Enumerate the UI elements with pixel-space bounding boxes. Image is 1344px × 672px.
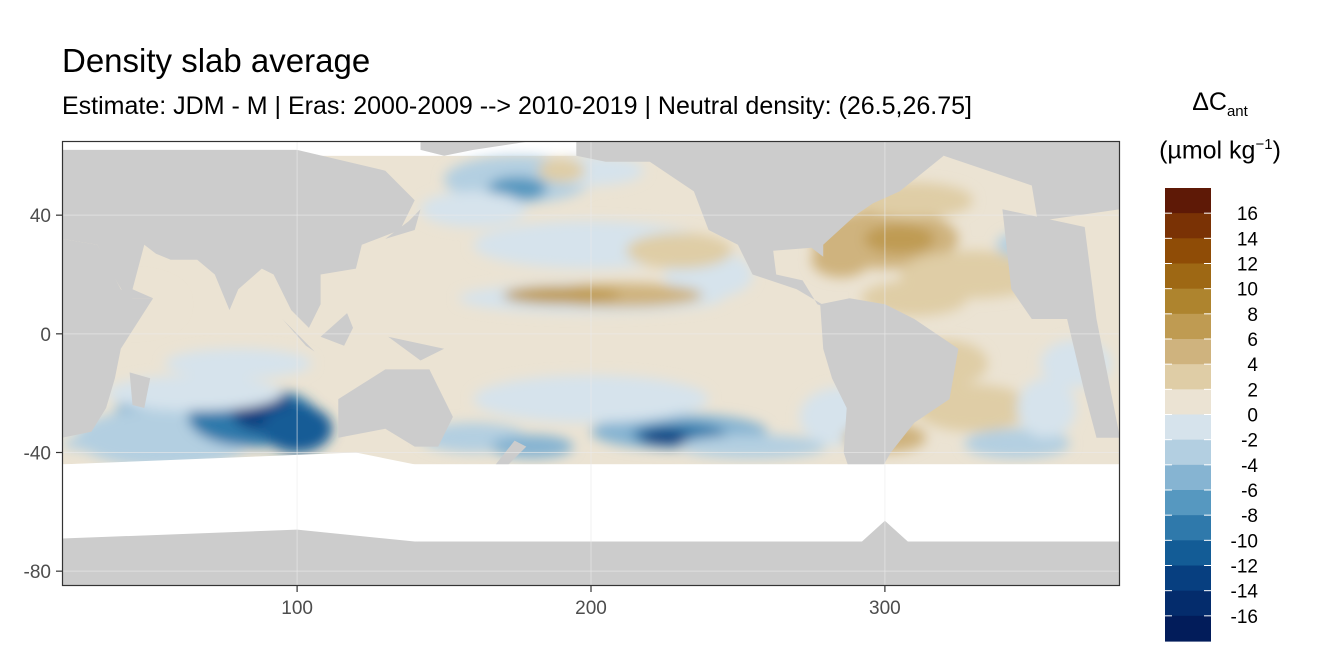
land-mass xyxy=(62,149,415,328)
map-panel xyxy=(62,141,1120,586)
legend-title-main: ΔC xyxy=(1192,88,1227,116)
panel-border xyxy=(61,140,1121,587)
legend-label: 8 xyxy=(1247,305,1258,326)
field-patch xyxy=(679,434,827,459)
legend-swatch xyxy=(1165,464,1211,491)
x-tick-label: 100 xyxy=(281,598,313,619)
legend-label: -10 xyxy=(1231,531,1258,552)
legend-title: ΔCant xyxy=(1150,88,1290,120)
land-mass xyxy=(820,298,959,489)
legend-swatch xyxy=(1165,515,1211,541)
legend-label: 14 xyxy=(1237,229,1259,250)
land-mass xyxy=(491,440,527,471)
field-patch xyxy=(420,191,527,228)
legend-swatch xyxy=(1165,188,1211,214)
legend-swatch xyxy=(1165,263,1211,290)
y-tick-label: 0 xyxy=(40,325,51,346)
y-tick-label: -80 xyxy=(24,562,51,583)
legend-label: -16 xyxy=(1231,607,1258,628)
legend-swatch xyxy=(1165,213,1211,239)
land-mass xyxy=(282,319,315,352)
legend-unit-main: (µmol kg xyxy=(1159,136,1256,165)
legend-unit-close: ) xyxy=(1272,136,1281,165)
legend-label: 6 xyxy=(1247,330,1258,351)
legend-label: -4 xyxy=(1241,456,1258,477)
legend-label: 10 xyxy=(1237,280,1258,301)
land-mass xyxy=(1002,209,1120,438)
legend-label: -2 xyxy=(1241,431,1258,452)
land-mass xyxy=(338,369,453,447)
color-legend: 16 14 12 10 8 6 4 2 0 -2 -4 -6 -8 -10 -12 -14 -16 xyxy=(1165,188,1258,642)
legend-swatch xyxy=(1165,313,1211,340)
land-mass xyxy=(385,209,421,239)
legend-label: 0 xyxy=(1247,406,1258,427)
legend-swatch xyxy=(1165,238,1211,265)
field-patch xyxy=(502,286,621,305)
field-patch xyxy=(164,348,312,379)
legend-swatch xyxy=(1165,540,1211,567)
land-mass xyxy=(320,313,353,346)
field-patch xyxy=(1017,378,1076,438)
legend-swatch xyxy=(1165,565,1211,592)
legend-swatch xyxy=(1165,288,1211,315)
legend-swatch xyxy=(1165,490,1211,516)
chart-title: Density slab average xyxy=(62,42,371,79)
x-tick-label: 200 xyxy=(575,598,607,619)
legend-swatch xyxy=(1165,414,1211,441)
land-mass xyxy=(388,336,445,361)
legend-swatch xyxy=(1165,615,1211,642)
legend-title-subscript: ant xyxy=(1226,103,1248,120)
land-mass xyxy=(576,141,1120,311)
field-patch xyxy=(640,430,688,446)
y-tick-label: -40 xyxy=(24,444,51,465)
legend-label: 4 xyxy=(1247,355,1258,376)
field-patch xyxy=(62,434,180,453)
chart-subtitle: Estimate: JDM - M | Eras: 2000-2009 --> … xyxy=(62,92,972,120)
y-tick-label: 40 xyxy=(30,206,51,227)
legend-label: -6 xyxy=(1241,481,1258,502)
nodata-edge xyxy=(62,452,1120,471)
legend-unit-superscript: −1 xyxy=(1255,136,1273,153)
legend-label: -14 xyxy=(1231,582,1259,603)
legend-label: 12 xyxy=(1237,255,1258,276)
field-patch xyxy=(864,224,935,254)
legend-label: 2 xyxy=(1247,380,1258,401)
legend-swatch xyxy=(1165,439,1211,466)
land-mass xyxy=(62,141,533,156)
field-patch xyxy=(538,158,586,183)
legend-label: -8 xyxy=(1241,506,1258,527)
field-patch xyxy=(626,232,733,269)
legend-swatch xyxy=(1165,339,1211,365)
legend-swatch xyxy=(1165,590,1211,617)
field-patch xyxy=(488,176,547,201)
legend-unit: (µmol kg−1) xyxy=(1150,136,1290,165)
legend-swatch xyxy=(1165,364,1211,390)
x-tick-label: 300 xyxy=(869,598,901,619)
legend-label: -12 xyxy=(1231,557,1258,578)
legend-swatch xyxy=(1165,389,1211,416)
legend-label: 16 xyxy=(1237,204,1258,225)
map-layer xyxy=(62,141,1120,586)
land-mass xyxy=(62,238,154,438)
land-mass xyxy=(917,144,1003,162)
field-patch xyxy=(106,375,283,411)
land-mass xyxy=(129,372,151,408)
